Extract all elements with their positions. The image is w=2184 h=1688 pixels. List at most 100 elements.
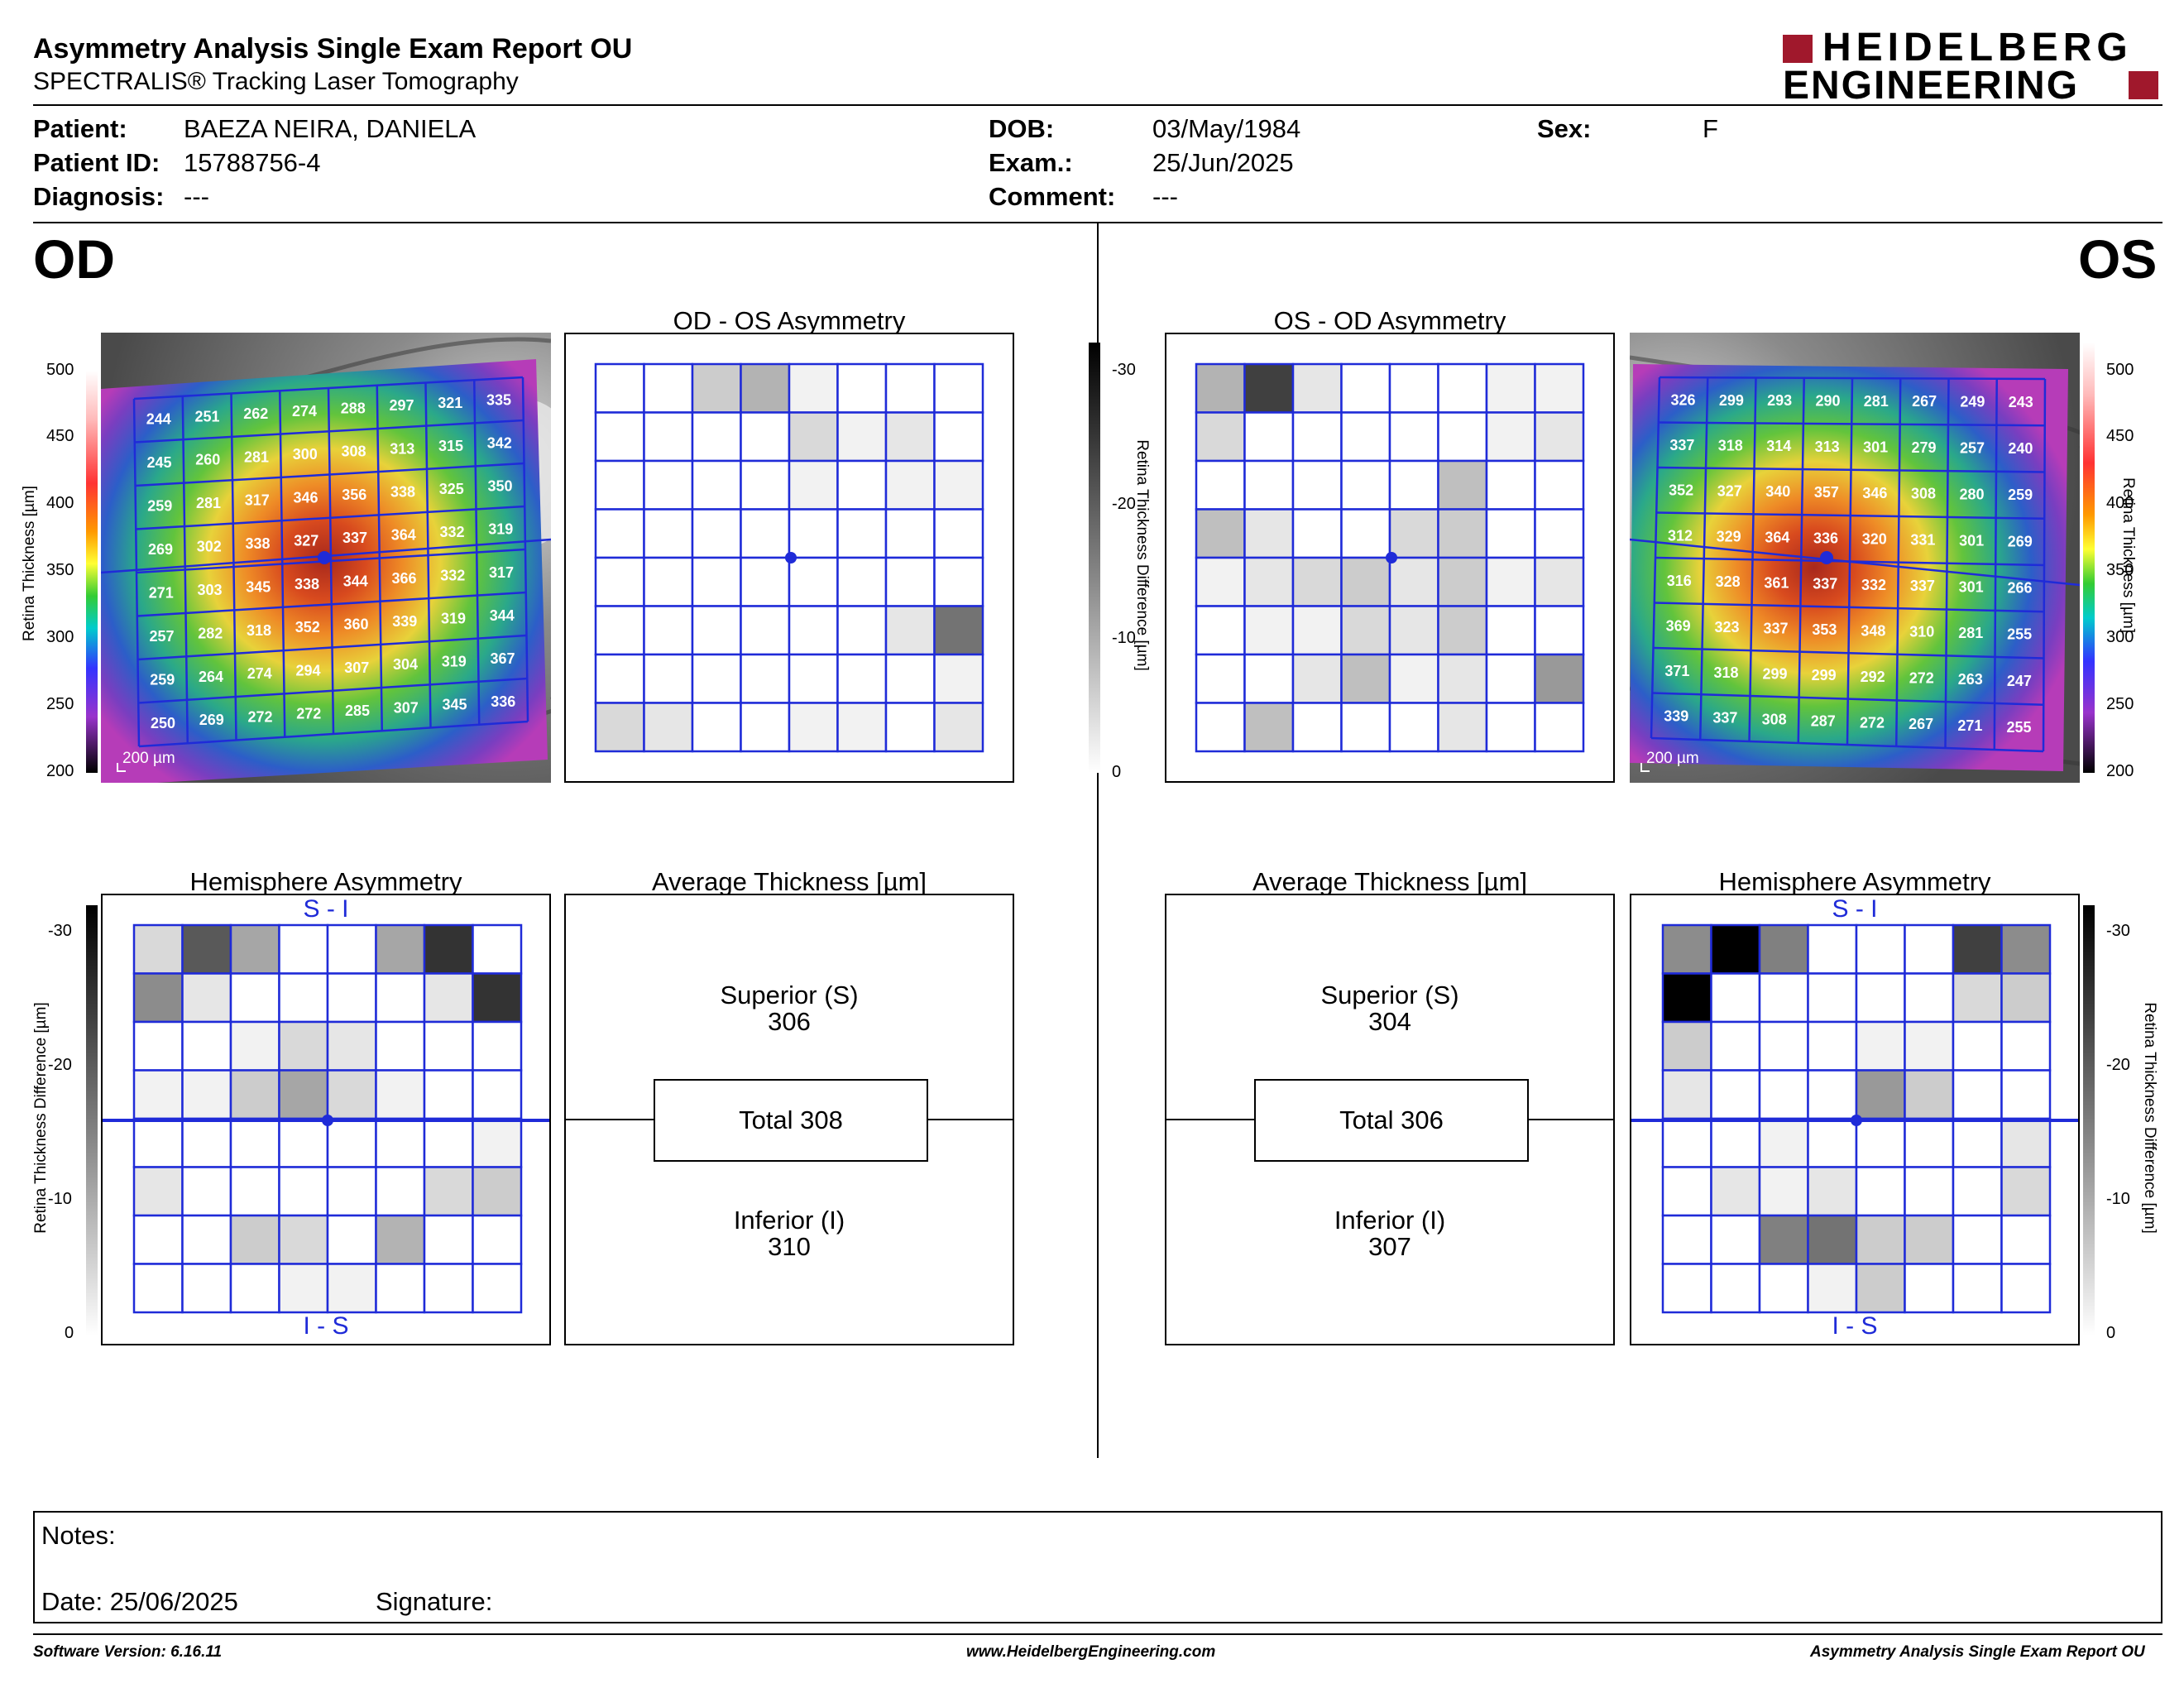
od-asym-cell (884, 411, 936, 463)
os-thickness-value: 269 (2008, 533, 2033, 549)
od-thickness-value: 264 (199, 669, 223, 685)
od-asym-cell (594, 605, 645, 656)
os-asym-cell (1485, 653, 1536, 704)
os-asym-cell (1437, 653, 1488, 704)
os-thickness-value: 310 (1909, 624, 1934, 640)
os-asym-cell (1340, 459, 1391, 511)
os-asym-cell (1388, 459, 1439, 511)
os-avg-panel: Superior (S) 304 Total 306 Inferior (I) … (1165, 894, 1615, 1345)
notes-label: Notes: (41, 1521, 116, 1550)
patient-id-label: Patient ID: (33, 148, 160, 177)
od-asym-cell (884, 702, 936, 753)
os-thickness-value: 361 (1764, 574, 1789, 591)
od-thickness-value: 335 (486, 392, 511, 409)
od-thickness-value: 307 (394, 699, 419, 716)
od-asym-cell (836, 653, 888, 704)
od-hemi-cell (181, 972, 232, 1024)
os-asym-cell (1388, 653, 1439, 704)
os-thickness-value: 313 (1815, 439, 1840, 455)
od-hemi-cell (278, 972, 329, 1024)
od-asym-cell (836, 508, 888, 559)
od-hemi-cell (375, 1069, 426, 1120)
od-hemi-bottom-label: I - S (303, 1312, 349, 1340)
od-hemi-cell (229, 972, 280, 1024)
os-hemi-cell (1855, 1166, 1906, 1217)
od-hemi-cell (423, 1166, 474, 1217)
od-hemi-cell (132, 972, 184, 1024)
od-thickness-value: 327 (294, 533, 318, 549)
os-asym-cell (1437, 411, 1488, 463)
os-thickness-value: 329 (1717, 528, 1741, 544)
od-tick-450: 450 (46, 427, 74, 445)
od-asym-cell (933, 605, 984, 656)
os-hemi-tick-10: -10 (2106, 1190, 2130, 1208)
od-thickness-value: 318 (247, 622, 271, 639)
os-hemi-cell (1855, 972, 1906, 1024)
patient-divider (33, 222, 2162, 223)
os-thickness-value: 290 (1815, 393, 1840, 410)
od-inferior-label: Inferior (I) (733, 1206, 845, 1235)
os-hemi-cell (1904, 1263, 1955, 1314)
od-thickness-value: 338 (295, 576, 319, 592)
od-thickness-value: 251 (194, 408, 219, 424)
od-hemi-cell (472, 1166, 523, 1217)
od-asym-cell (836, 411, 888, 463)
od-thickness-value: 285 (345, 703, 370, 719)
od-hemi-cell (326, 1117, 377, 1168)
os-asym-cell (1243, 411, 1295, 463)
od-hemi-cell (423, 1214, 474, 1265)
od-hemi-cell (181, 1166, 232, 1217)
os-hemi-cell (1855, 1263, 1906, 1314)
od-asym-cell (643, 459, 694, 511)
header-divider (33, 104, 2162, 106)
os-hemi-cell (1904, 1020, 1955, 1072)
od-asym-cell (740, 605, 791, 656)
os-asym-cell (1340, 556, 1391, 607)
od-asym-cell (884, 362, 936, 414)
od-asym-cell (933, 411, 984, 463)
center-tick-10: -10 (1112, 629, 1136, 647)
od-thickness-map: 244 251 262 274 288 297 321 335 245 260 281 300 308 3… (101, 333, 551, 783)
date-label: Date: 25/06/2025 (41, 1587, 238, 1616)
os-thickness-value: 332 (1861, 577, 1886, 593)
od-thickness-value: 315 (438, 438, 463, 454)
od-hemi-tick-20: -20 (48, 1056, 72, 1074)
od-asym-cell (933, 508, 984, 559)
os-hemi-cell (1904, 923, 1955, 975)
os-asym-cell (1195, 362, 1246, 414)
os-asym-cell (1291, 556, 1343, 607)
os-hemi-cell (1952, 1020, 2003, 1072)
od-hemi-cell (132, 1069, 184, 1120)
os-hemi-cell (1904, 1166, 1955, 1217)
os-asym-cell (1485, 605, 1536, 656)
os-hemi-cell (1661, 1263, 1712, 1314)
os-asym-cell (1291, 508, 1343, 559)
heidelberg-logo: HEIDELBERG ENGINEERING (1783, 26, 2163, 108)
os-asym-cell (1243, 702, 1295, 753)
os-hemi-cell (1661, 1214, 1712, 1265)
od-hemi-cell (375, 1214, 426, 1265)
od-thickness-value: 344 (490, 607, 515, 624)
od-hemi-cell (326, 923, 377, 975)
os-hemi-colorbar (2083, 905, 2095, 1336)
od-hemi-cell (181, 1020, 232, 1072)
od-thickness-value: 352 (295, 619, 320, 635)
od-thickness-value: 319 (442, 653, 467, 669)
os-hemi-cell (1807, 1214, 1858, 1265)
center-tick-20: -20 (1112, 495, 1136, 513)
od-asym-cell (643, 653, 694, 704)
os-hemi-cell (1855, 923, 1906, 975)
diagnosis-value: --- (184, 182, 209, 211)
os-hemi-cell (1807, 1117, 1858, 1168)
od-thickness-value: 339 (392, 613, 417, 630)
os-thickness-value: 257 (1960, 440, 1985, 457)
od-thickness-value: 317 (489, 564, 514, 581)
od-asym-title: OD - OS Asymmetry (673, 306, 906, 335)
os-label: OS (2078, 228, 2158, 290)
od-asym-cell (740, 702, 791, 753)
os-asym-cell (1534, 556, 1585, 607)
os-hemi-cell (1758, 1069, 1809, 1120)
os-asym-cell (1243, 605, 1295, 656)
os-asym-cell (1195, 605, 1246, 656)
os-hemi-cell (1758, 1214, 1809, 1265)
